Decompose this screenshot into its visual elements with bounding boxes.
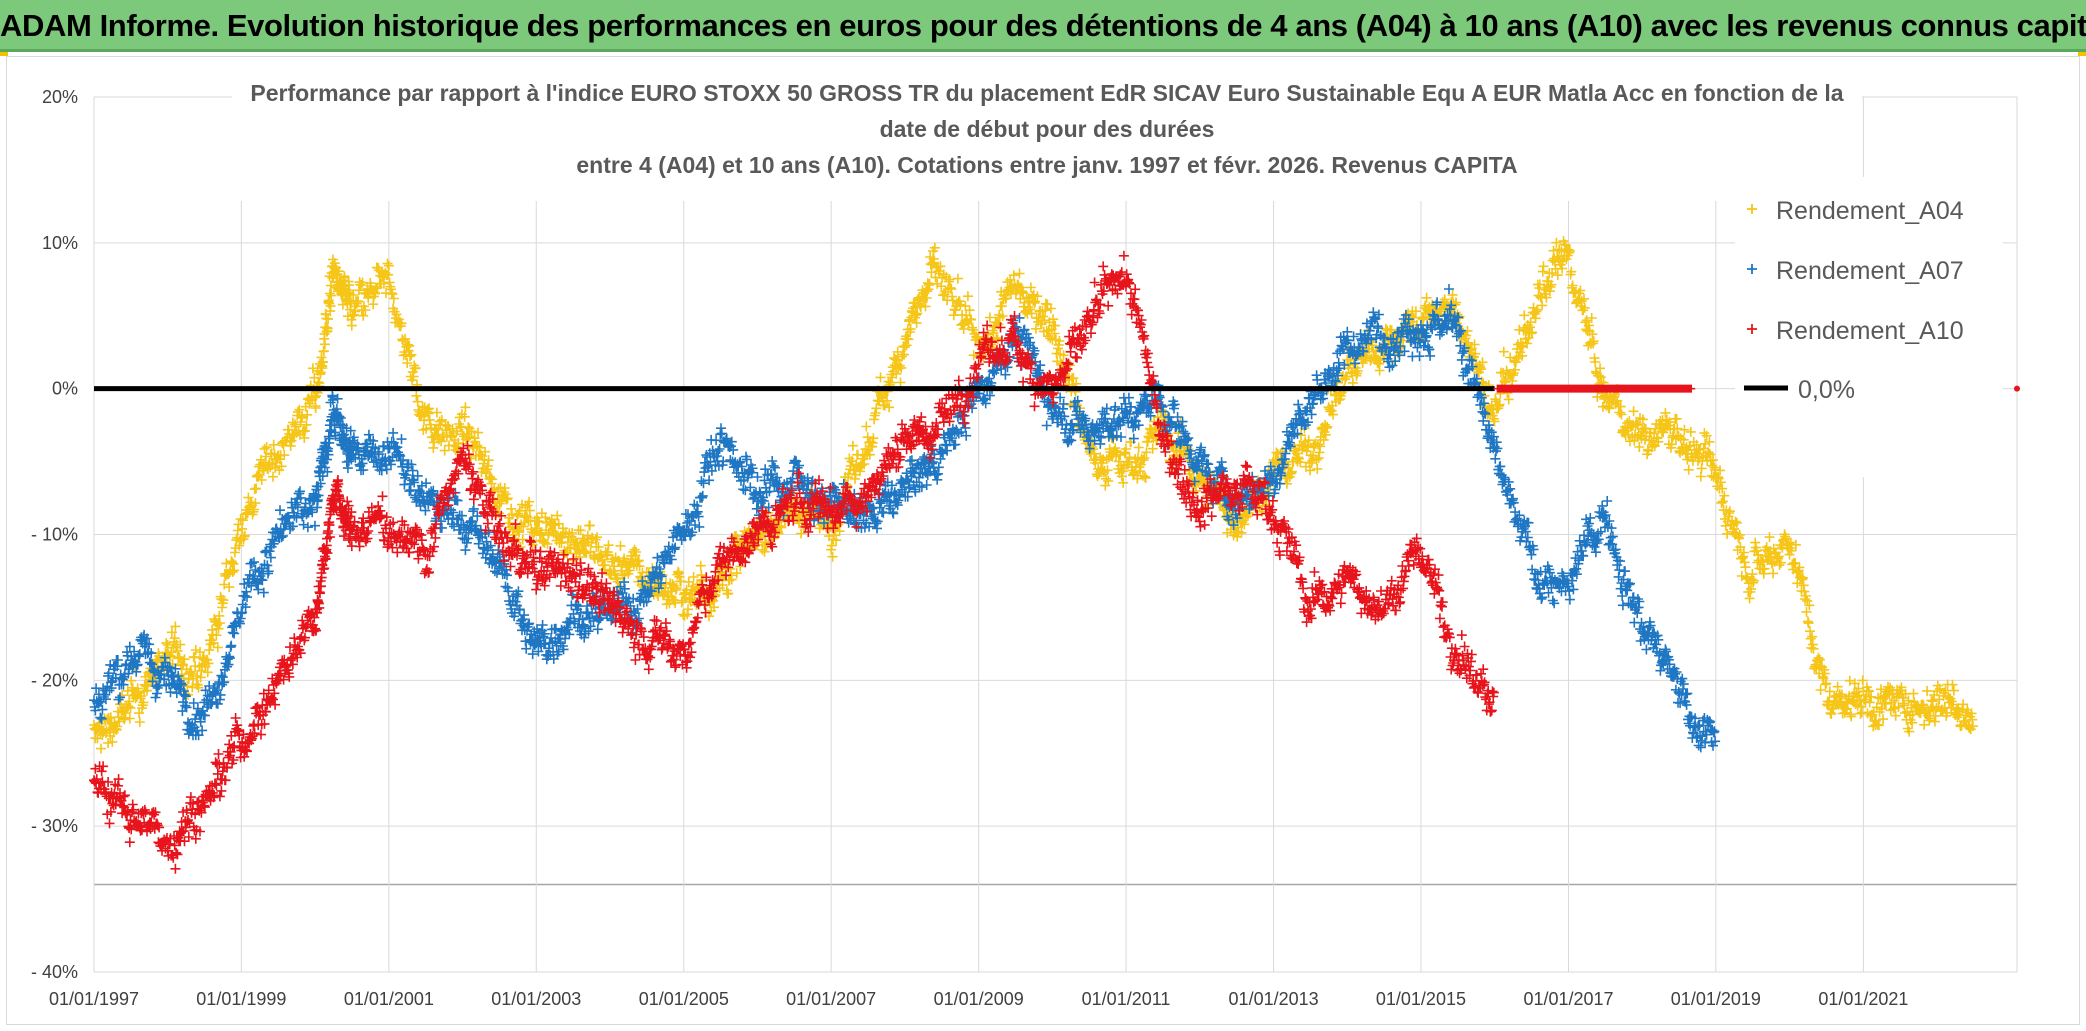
zero-band-markers — [1493, 384, 1696, 393]
legend-plus-marker — [1747, 204, 1757, 214]
x-tick-label: 01/01/2013 — [1229, 989, 1319, 1009]
x-tick-label: 01/01/2017 — [1523, 989, 1613, 1009]
report-banner — [0, 0, 2086, 52]
y-tick-label: - 10% — [31, 525, 78, 545]
scatter-chart: 20%10%0%- 10%- 20%- 30%- 40% 01/01/1997 0… — [31, 73, 2020, 1009]
legend-label: Rendement_A04 — [1776, 197, 1964, 225]
data-points — [89, 236, 1978, 874]
chart-title: Performance par rapport à l'indice EURO … — [232, 73, 1862, 201]
y-axis-ticks: 20% 10% 0% - 10% - 20% - 30% - 40% — [31, 87, 78, 982]
chart-title-line-3: entre 4 (A04) et 10 ans (A10). Cotations… — [576, 152, 1517, 178]
series-markers — [89, 236, 1978, 754]
chart-title-line-1: Performance par rapport à l'indice EURO … — [250, 80, 1843, 106]
corner-accent-left — [0, 52, 8, 56]
x-tick-label: 01/01/1997 — [49, 989, 139, 1009]
legend-label: Rendement_A10 — [1776, 317, 1964, 345]
y-tick-label: - 20% — [31, 670, 78, 690]
x-tick-label: 01/01/2003 — [491, 989, 581, 1009]
series-markers — [89, 250, 1499, 874]
edge-marker — [2014, 385, 2020, 392]
legend-label: 0,0% — [1798, 376, 1855, 404]
legend-label: Rendement_A07 — [1776, 257, 1964, 285]
x-tick-label: 01/01/2011 — [1082, 989, 1171, 1009]
y-tick-label: - 30% — [31, 816, 78, 836]
series-rendement_a04 — [89, 236, 1978, 754]
legend-background — [1735, 177, 2003, 477]
x-tick-label: 01/01/2015 — [1376, 989, 1466, 1009]
zero-line-group — [94, 384, 2020, 393]
legend: Rendement_A04 Rendement_A07 Rendement_A10 0… — [1735, 177, 2003, 477]
x-tick-label: 01/01/2009 — [934, 989, 1024, 1009]
y-tick-label: 0% — [52, 379, 78, 399]
x-axis-ticks: 01/01/1997 01/01/1999 01/01/2001 01/01/2003… — [49, 989, 1908, 1009]
chart-title-line-2: date de début pour des durées — [880, 116, 1215, 142]
title-background — [232, 73, 1862, 201]
report-title: ADAM Informe. Evolution historique des p… — [0, 8, 2086, 43]
corner-accent-right — [2078, 52, 2086, 56]
chart-frame: 20% 10% 0% - 10% - 20% - 30% - 40% 01/01/1997 0… — [6, 56, 2080, 1025]
x-tick-label: 01/01/2001 — [344, 989, 434, 1009]
x-tick-label: 01/01/2005 — [639, 989, 729, 1009]
x-tick-label: 01/01/2019 — [1671, 989, 1761, 1009]
legend-plus-marker — [1747, 264, 1757, 274]
y-tick-label: - 40% — [31, 962, 78, 982]
x-tick-label: 01/01/2021 — [1818, 989, 1908, 1009]
series-rendement_a10 — [89, 250, 1499, 874]
y-tick-label: 10% — [42, 233, 78, 253]
y-tick-label: 20% — [42, 87, 78, 107]
x-tick-label: 01/01/2007 — [786, 989, 876, 1009]
legend-plus-marker — [1747, 324, 1757, 334]
x-tick-label: 01/01/1999 — [196, 989, 286, 1009]
